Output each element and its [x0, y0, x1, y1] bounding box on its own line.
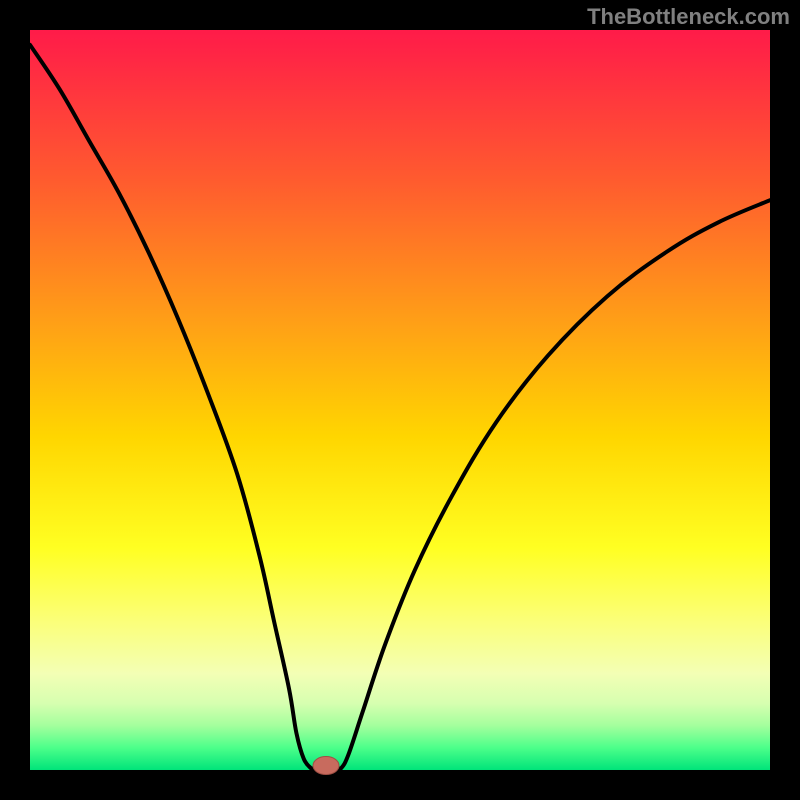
chart-container: TheBottleneck.com	[0, 0, 800, 800]
optimal-point-marker	[313, 757, 339, 775]
bottleneck-chart	[0, 0, 800, 800]
watermark-text: TheBottleneck.com	[587, 4, 790, 30]
plot-background	[30, 30, 770, 770]
